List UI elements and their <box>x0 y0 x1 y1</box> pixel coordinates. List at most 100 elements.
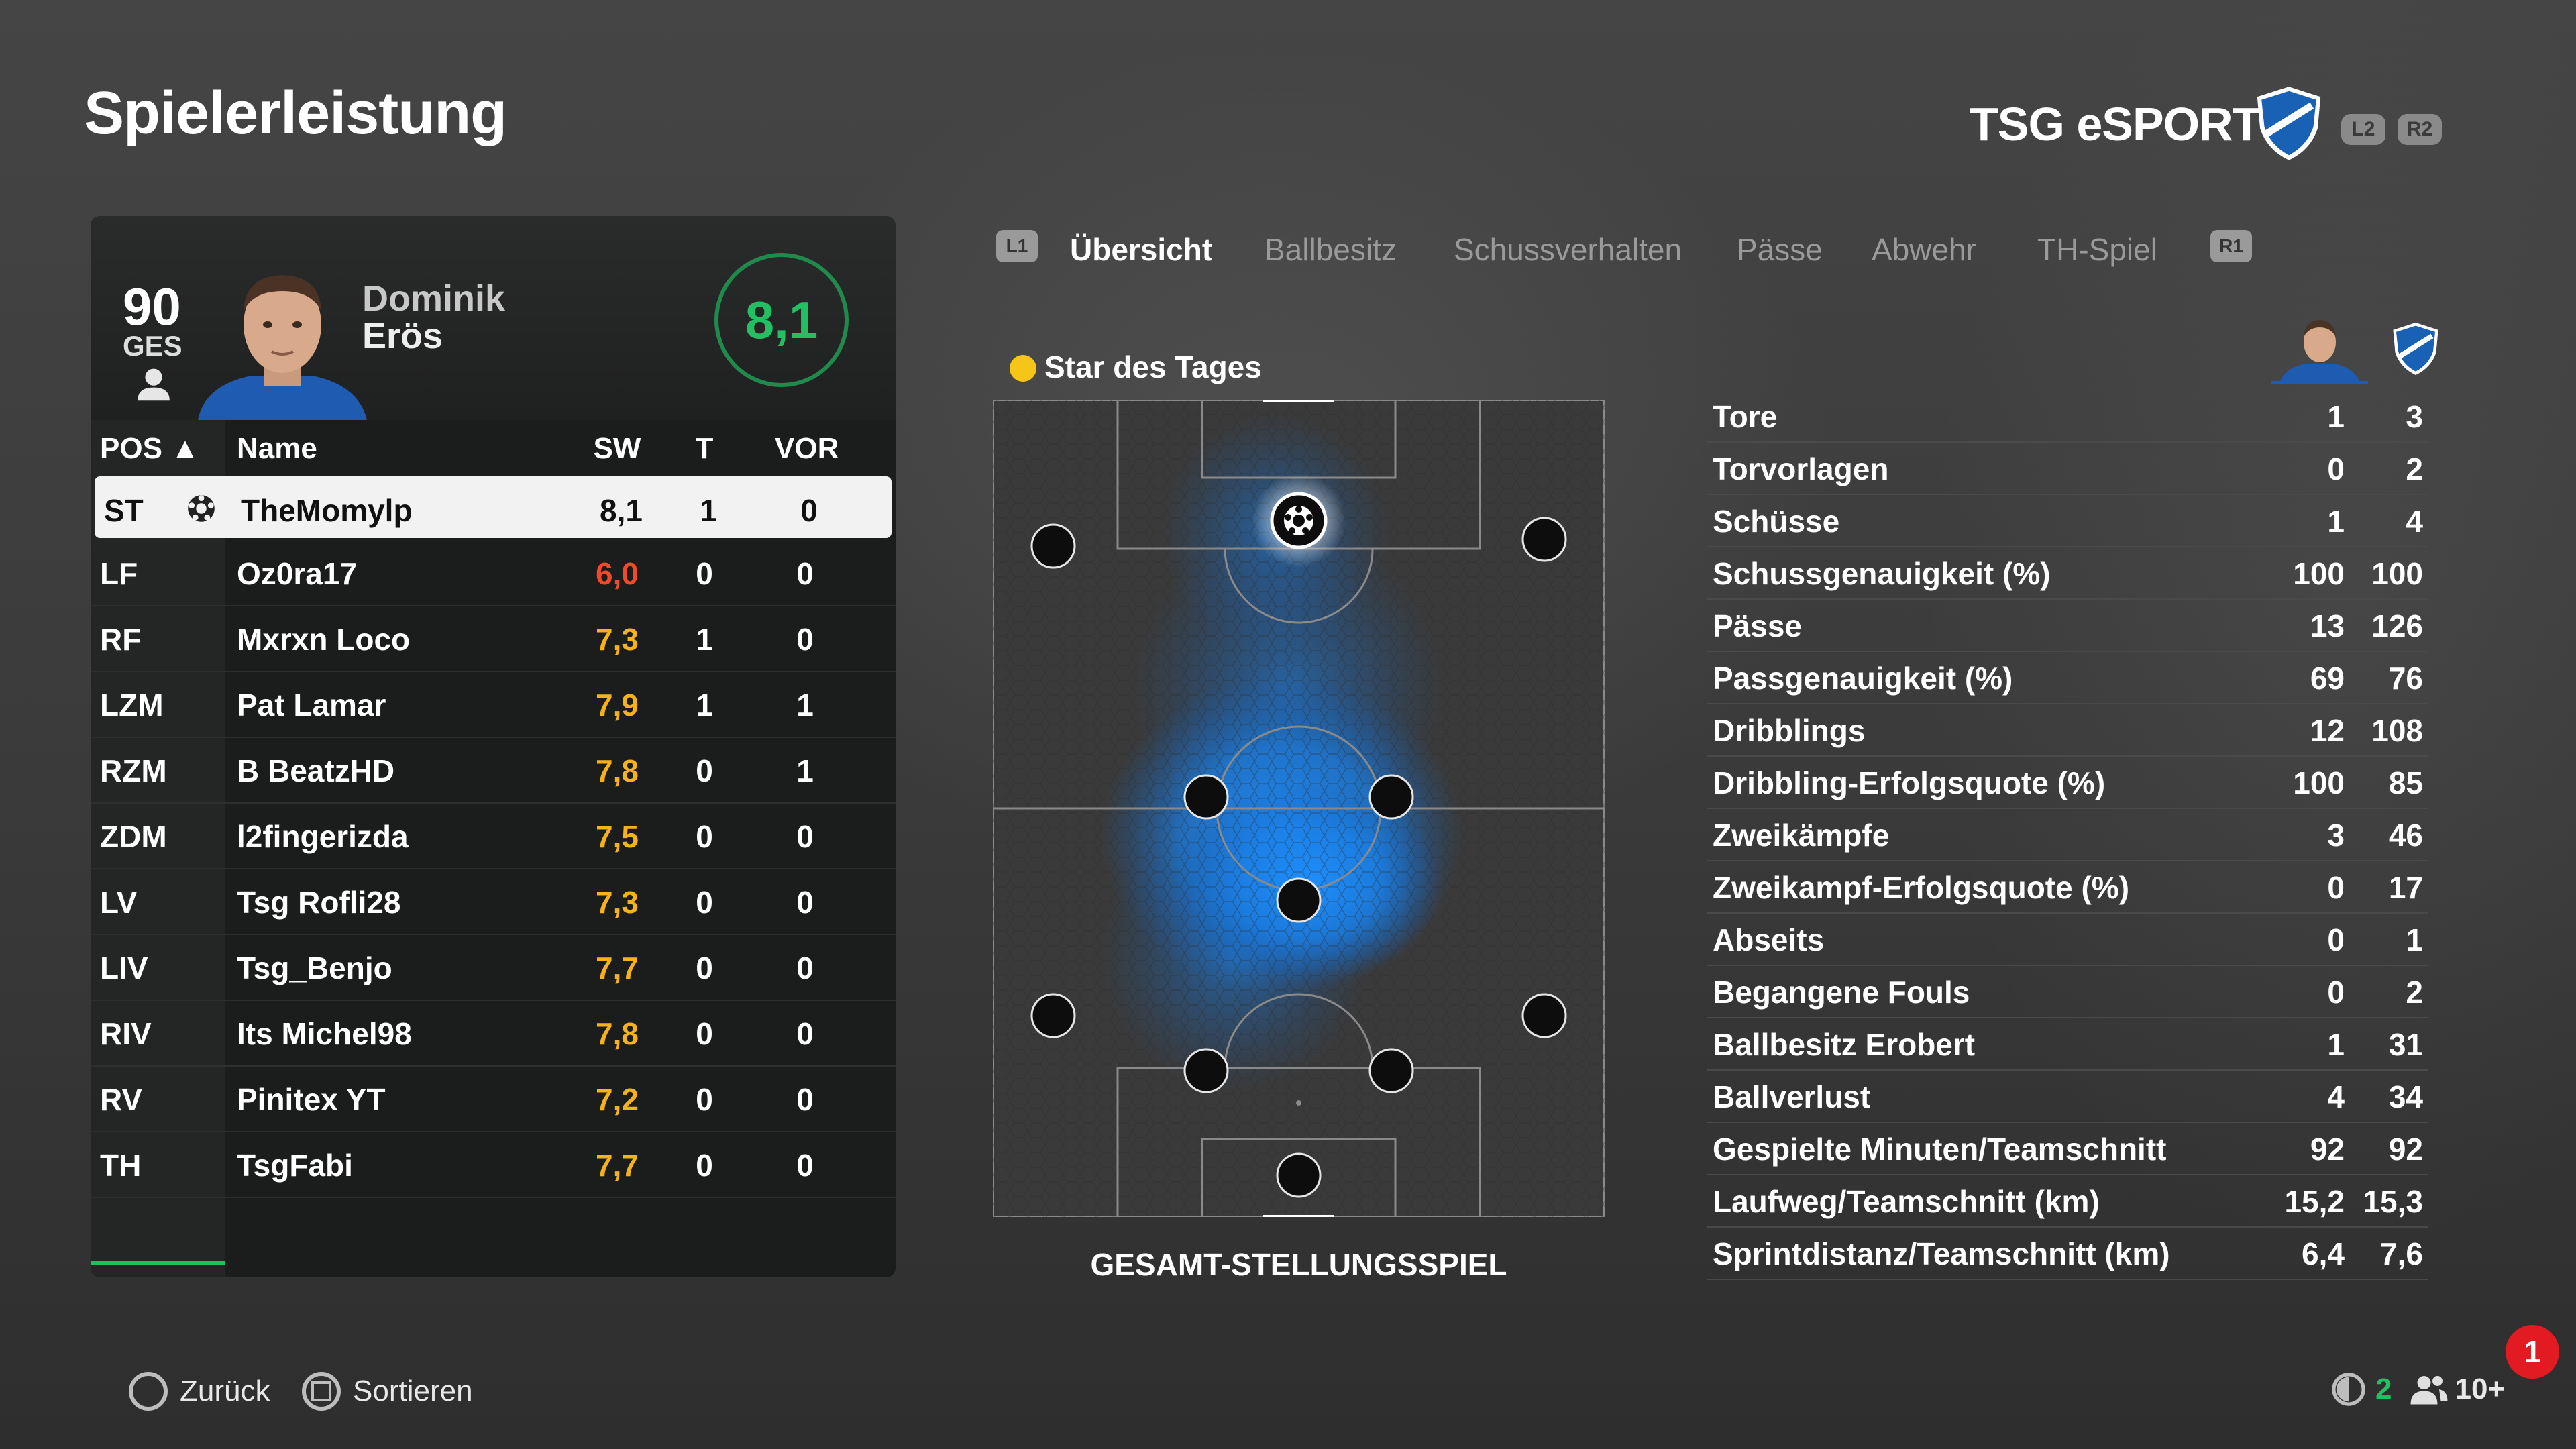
stat-label: Begangene Fouls <box>1713 975 1970 1010</box>
sort-button[interactable]: Sortieren <box>302 1372 473 1411</box>
stat-team-value: 15,3 <box>2363 1184 2423 1219</box>
row-assists: 0 <box>796 1082 814 1117</box>
player-match-rating: 8,1 <box>714 253 849 387</box>
row-assists: 0 <box>800 493 818 528</box>
stat-player-value: 1 <box>2327 399 2345 434</box>
stat-row: Dribblings 12 108 <box>1707 703 2428 757</box>
header-vor[interactable]: VOR <box>775 432 839 465</box>
header-pos[interactable]: POS ▲ <box>100 432 200 465</box>
stat-label: Schussgenauigkeit (%) <box>1713 556 2051 591</box>
back-button[interactable]: Zurück <box>129 1372 270 1411</box>
heatmap-caption: GESAMT-STELLUNGSSPIEL <box>1090 1247 1507 1282</box>
player-first-name: Dominik <box>362 278 506 319</box>
stat-team-value: 108 <box>2371 713 2423 748</box>
row-assists: 0 <box>796 1148 814 1183</box>
stat-label: Ballverlust <box>1713 1079 1871 1114</box>
stat-label: Laufweg/Teamschnitt (km) <box>1713 1184 2100 1219</box>
stat-label: Zweikampf-Erfolgsquote (%) <box>1713 870 2130 905</box>
table-row[interactable]: LZM Pat Lamar 7,9 1 1 <box>91 671 896 738</box>
stat-team-value: 2 <box>2406 451 2423 486</box>
stat-team-value: 4 <box>2406 504 2423 539</box>
notification-badge[interactable]: 1 <box>2506 1325 2559 1379</box>
row-rating: 7,3 <box>596 622 639 657</box>
players-icon <box>2410 1376 2448 1405</box>
row-goals: 0 <box>696 885 713 920</box>
table-row[interactable]: ST TheMomylp 8,1 1 0 <box>95 476 892 538</box>
header-t[interactable]: T <box>695 432 714 465</box>
stat-row: Torvorlagen 0 2 <box>1707 441 2428 495</box>
stat-player-value: 0 <box>2327 975 2345 1010</box>
stat-row: Ballverlust 4 34 <box>1707 1069 2428 1123</box>
voice-count: 2 <box>2375 1373 2392 1405</box>
row-goals: 1 <box>696 622 713 657</box>
row-name: Mxrxn Loco <box>237 622 411 657</box>
row-goals: 1 <box>700 493 717 528</box>
team-name: TSG eSPORTS <box>1970 98 2292 150</box>
r2-button[interactable]: R2 <box>2398 114 2442 145</box>
heatmap-pitch <box>993 400 1605 1217</box>
row-goals: 0 <box>696 1016 713 1051</box>
stat-player-value: 1 <box>2327 1027 2345 1062</box>
star-label: Star des Tages <box>1044 350 1262 384</box>
row-name: l2fingerizda <box>237 819 409 854</box>
table-row[interactable]: LF Oz0ra17 6,0 0 0 <box>91 539 896 606</box>
table-row[interactable]: TH TsgFabi 7,7 0 0 <box>91 1131 896 1198</box>
row-pos: LIV <box>100 951 148 985</box>
tab-2[interactable]: Schussverhalten <box>1454 232 1682 267</box>
row-goals: 0 <box>696 1148 713 1183</box>
stat-team-value: 85 <box>2388 765 2423 800</box>
row-assists: 0 <box>796 556 814 591</box>
row-goals: 0 <box>696 1082 713 1117</box>
tab-4[interactable]: Abwehr <box>1872 232 1976 267</box>
stat-team-value: 1 <box>2406 922 2423 957</box>
l1-button[interactable]: L1 <box>996 230 1038 262</box>
l2-button[interactable]: L2 <box>2341 114 2385 145</box>
table-row[interactable]: RV Pinitex YT 7,2 0 0 <box>91 1065 896 1132</box>
row-rating: 7,8 <box>596 753 639 788</box>
header-name[interactable]: Name <box>237 432 317 465</box>
stat-player-value: 100 <box>2293 765 2345 800</box>
table-row[interactable]: RF Mxrxn Loco 7,3 1 0 <box>91 605 896 672</box>
stat-team-value: 7,6 <box>2380 1236 2423 1271</box>
header-sw[interactable]: SW <box>593 432 641 465</box>
table-row[interactable]: LIV Tsg_Benjo 7,7 0 0 <box>91 934 896 1001</box>
stat-team-value: 46 <box>2388 818 2423 853</box>
row-assists: 1 <box>796 688 814 722</box>
table-row[interactable]: ZDM l2fingerizda 7,5 0 0 <box>91 802 896 869</box>
back-label: Zurück <box>180 1375 270 1407</box>
row-goals: 0 <box>696 753 713 788</box>
row-pos: LZM <box>100 688 164 722</box>
stat-row: Schüsse 1 4 <box>1707 494 2428 547</box>
stat-team-value: 100 <box>2371 556 2423 591</box>
stat-row: Gespielte Minuten/Teamschnitt 92 92 <box>1707 1122 2428 1175</box>
stat-label: Passgenauigkeit (%) <box>1713 661 2013 696</box>
tab-5[interactable]: TH-Spiel <box>2037 232 2157 267</box>
table-row[interactable]: RZM B BeatzHD 7,8 0 1 <box>91 737 896 804</box>
stat-player-value: 4 <box>2327 1079 2345 1114</box>
stat-player-value: 92 <box>2310 1132 2345 1167</box>
stat-label: Sprintdistanz/Teamschnitt (km) <box>1713 1236 2170 1271</box>
tab-1[interactable]: Ballbesitz <box>1265 232 1397 267</box>
lobby-status: 2 10+ <box>2331 1372 2505 1407</box>
voice-icon <box>2332 1373 2365 1406</box>
row-rating: 8,1 <box>600 493 643 528</box>
ball-icon <box>188 495 215 522</box>
row-goals: 1 <box>696 688 713 722</box>
stat-team-value: 2 <box>2406 975 2423 1010</box>
stat-label: Abseits <box>1713 922 1825 957</box>
stat-row: Sprintdistanz/Teamschnitt (km) 6,4 7,6 <box>1707 1226 2428 1280</box>
row-name: Its Michel98 <box>237 1016 412 1051</box>
table-row[interactable]: RIV Its Michel98 7,8 0 0 <box>91 1000 896 1067</box>
r1-button[interactable]: R1 <box>2210 230 2252 262</box>
stat-label: Dribbling-Erfolgsquote (%) <box>1713 765 2106 800</box>
stat-player-value: 69 <box>2310 661 2345 696</box>
row-pos: LF <box>100 556 138 591</box>
table-row[interactable]: LV Tsg Rofli28 7,3 0 0 <box>91 868 896 935</box>
tab-3[interactable]: Pässe <box>1737 232 1823 267</box>
stat-player-value: 15,2 <box>2284 1184 2345 1219</box>
tab-0[interactable]: Übersicht <box>1070 232 1213 267</box>
row-goals: 0 <box>696 819 713 854</box>
stat-label: Ballbesitz Erobert <box>1713 1027 1976 1062</box>
row-assists: 1 <box>796 753 814 788</box>
stat-player-value: 0 <box>2327 870 2345 905</box>
